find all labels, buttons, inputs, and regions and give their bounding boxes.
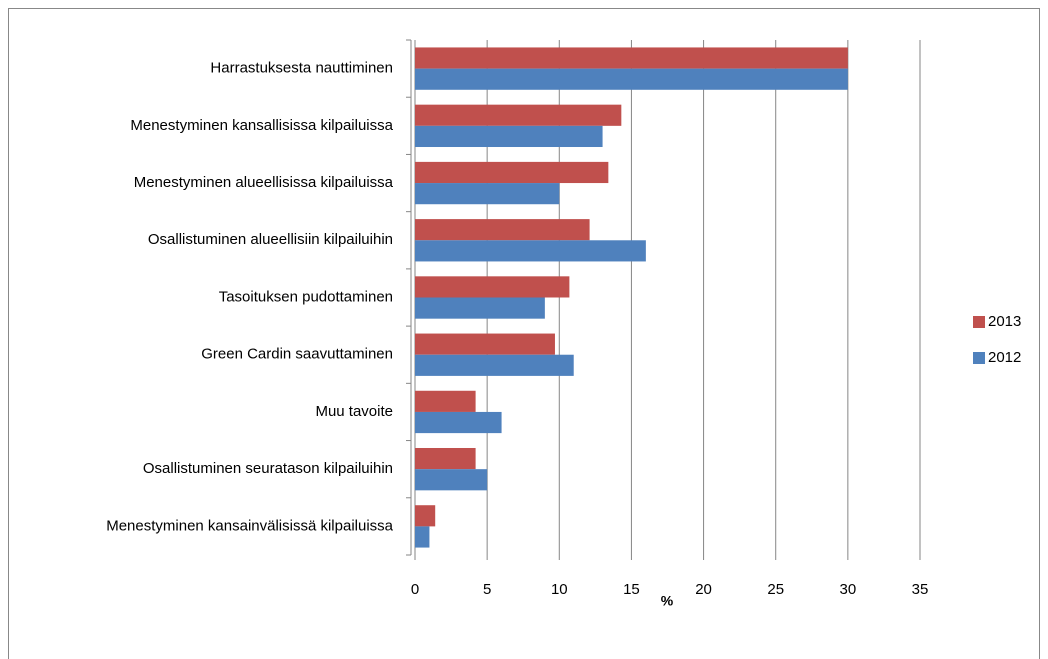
- bar: [415, 411, 502, 434]
- x-tick-label: 20: [695, 581, 712, 598]
- bar: [415, 447, 476, 470]
- bar: [415, 183, 560, 205]
- x-tick-label: 25: [767, 581, 784, 598]
- y-tick-label: Menestyminen alueellisissa kilpailuissa: [134, 174, 394, 191]
- bar: [415, 125, 603, 148]
- x-axis-label: %: [661, 593, 674, 609]
- x-tick-label: 10: [551, 581, 568, 598]
- bar: [415, 333, 555, 355]
- y-tick-label: Green Cardin saavuttaminen: [201, 346, 393, 363]
- y-tick-label: Osallistuminen alueellisiin kilpailuihin: [148, 231, 393, 248]
- legend-label: 2012: [988, 349, 1021, 366]
- legend-label: 2013: [988, 313, 1021, 330]
- bar: [415, 161, 609, 184]
- bar: [415, 219, 590, 241]
- bar: [415, 297, 545, 319]
- y-tick-label: Menestyminen kansainvälisissä kilpailuis…: [106, 517, 393, 534]
- x-tick-label: 5: [483, 581, 491, 598]
- x-tick-label: 35: [912, 581, 929, 598]
- bar: [415, 240, 646, 262]
- x-tick-label: 30: [840, 581, 857, 598]
- bar: [415, 390, 476, 412]
- y-tick-label: Menestyminen kansallisissa kilpailuissa: [130, 117, 393, 134]
- bar: [415, 276, 570, 298]
- bar: [415, 354, 574, 376]
- bar: [415, 104, 622, 126]
- bar: [415, 47, 848, 69]
- x-tick-label: 15: [623, 581, 640, 598]
- x-tick-label: 0: [411, 581, 419, 598]
- bar: [415, 505, 436, 527]
- bar: [415, 526, 430, 548]
- y-tick-label: Harrastuksesta nauttiminen: [210, 60, 393, 77]
- y-tick-label: Osallistuminen seuratason kilpailuihin: [143, 460, 393, 477]
- y-tick-label: Tasoituksen pudottaminen: [219, 288, 393, 305]
- bar: [415, 68, 848, 90]
- bar: [415, 469, 488, 491]
- legend-swatch: [973, 316, 985, 328]
- y-tick-label: Muu tavoite: [315, 403, 393, 420]
- legend-swatch: [973, 352, 985, 364]
